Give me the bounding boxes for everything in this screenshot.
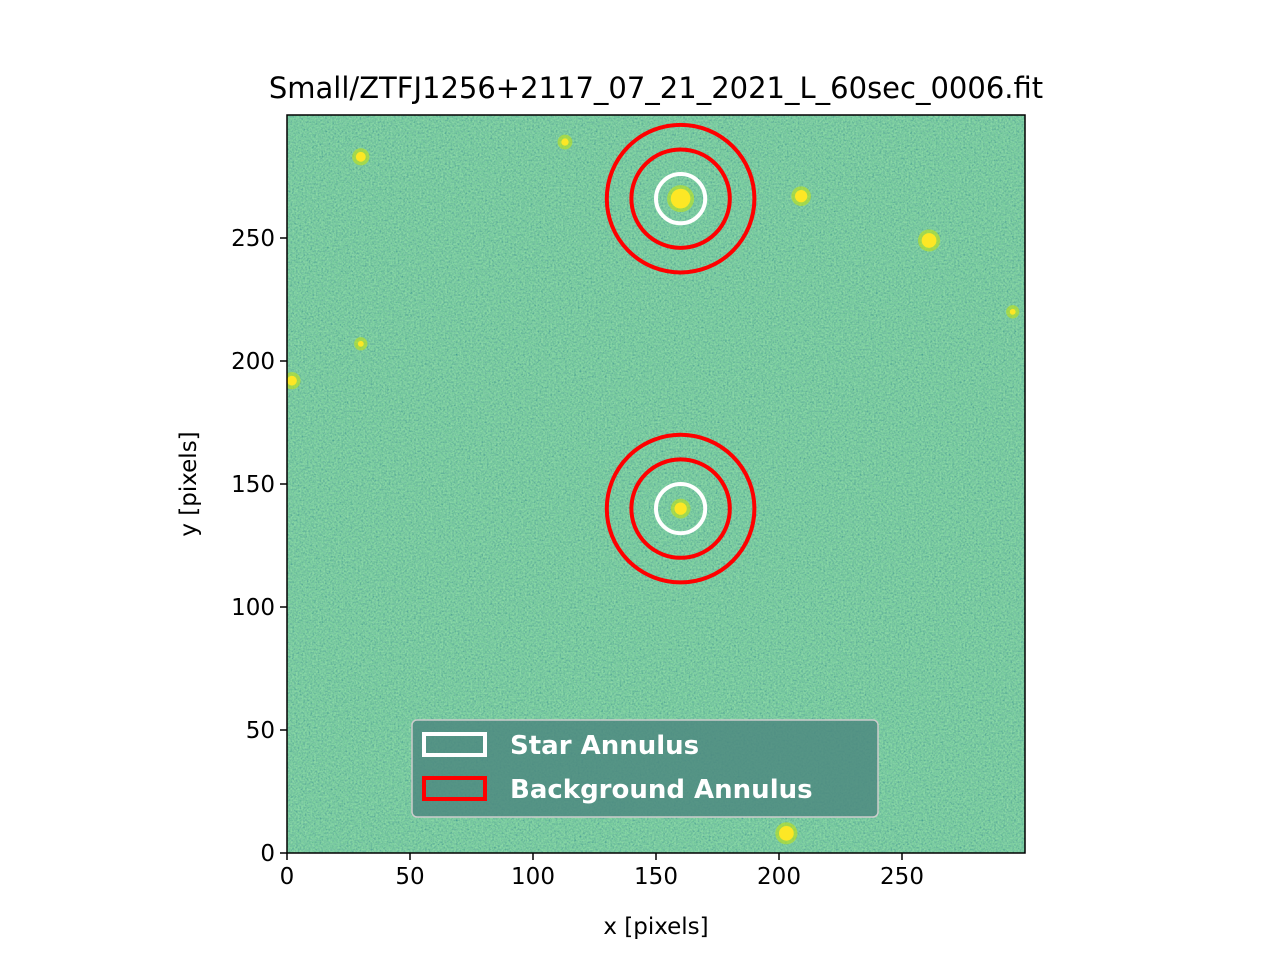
x-tick-label: 150 <box>634 864 678 890</box>
y-tick-label: 150 <box>231 472 275 498</box>
x-tick-label: 50 <box>395 864 424 890</box>
x-tick-label: 250 <box>880 864 924 890</box>
legend-label-background: Background Annulus <box>510 775 813 805</box>
star-annulus <box>654 172 708 226</box>
y-tick-label: 0 <box>260 841 275 867</box>
legend: Star Annulus Background Annulus <box>411 719 879 818</box>
x-tick-label: 200 <box>757 864 801 890</box>
x-axis-label: x [pixels] <box>603 914 708 940</box>
bright-source <box>561 138 569 146</box>
legend-box <box>411 719 879 818</box>
y-tick-label: 100 <box>231 595 275 621</box>
bright-source <box>921 233 937 248</box>
annuli <box>604 122 757 585</box>
bright-source <box>355 151 366 162</box>
bright-source <box>779 825 794 841</box>
y-tick-label: 200 <box>231 349 275 375</box>
background-annulus-outer <box>604 432 757 585</box>
y-axis-label: y [pixels] <box>176 431 202 536</box>
y-tick-label: 250 <box>231 226 275 252</box>
background-annulus-inner <box>629 147 732 250</box>
bright-source <box>1009 308 1016 315</box>
background-annulus-inner <box>629 457 732 560</box>
background-annulus-outer <box>604 122 757 275</box>
image-area <box>287 115 1025 853</box>
bright-source <box>670 188 691 209</box>
bright-sources <box>287 134 1020 845</box>
legend-swatch-star <box>422 732 487 757</box>
bright-source <box>287 375 297 386</box>
x-tick-label: 0 <box>280 864 295 890</box>
y-tick-label: 50 <box>246 718 275 744</box>
bright-source <box>357 340 364 347</box>
star-annulus <box>654 482 708 536</box>
bright-source <box>794 190 808 203</box>
y-axis: 0 50 100 150 200 250 <box>231 226 287 867</box>
x-tick-label: 100 <box>511 864 555 890</box>
chart-title: Small/ZTFJ1256+2117_07_21_2021_L_60sec_0… <box>269 71 1043 105</box>
x-axis: 0 50 100 150 200 250 <box>280 853 924 890</box>
bright-source <box>674 502 687 515</box>
legend-label-star: Star Annulus <box>510 731 699 761</box>
legend-swatch-background <box>422 776 487 801</box>
